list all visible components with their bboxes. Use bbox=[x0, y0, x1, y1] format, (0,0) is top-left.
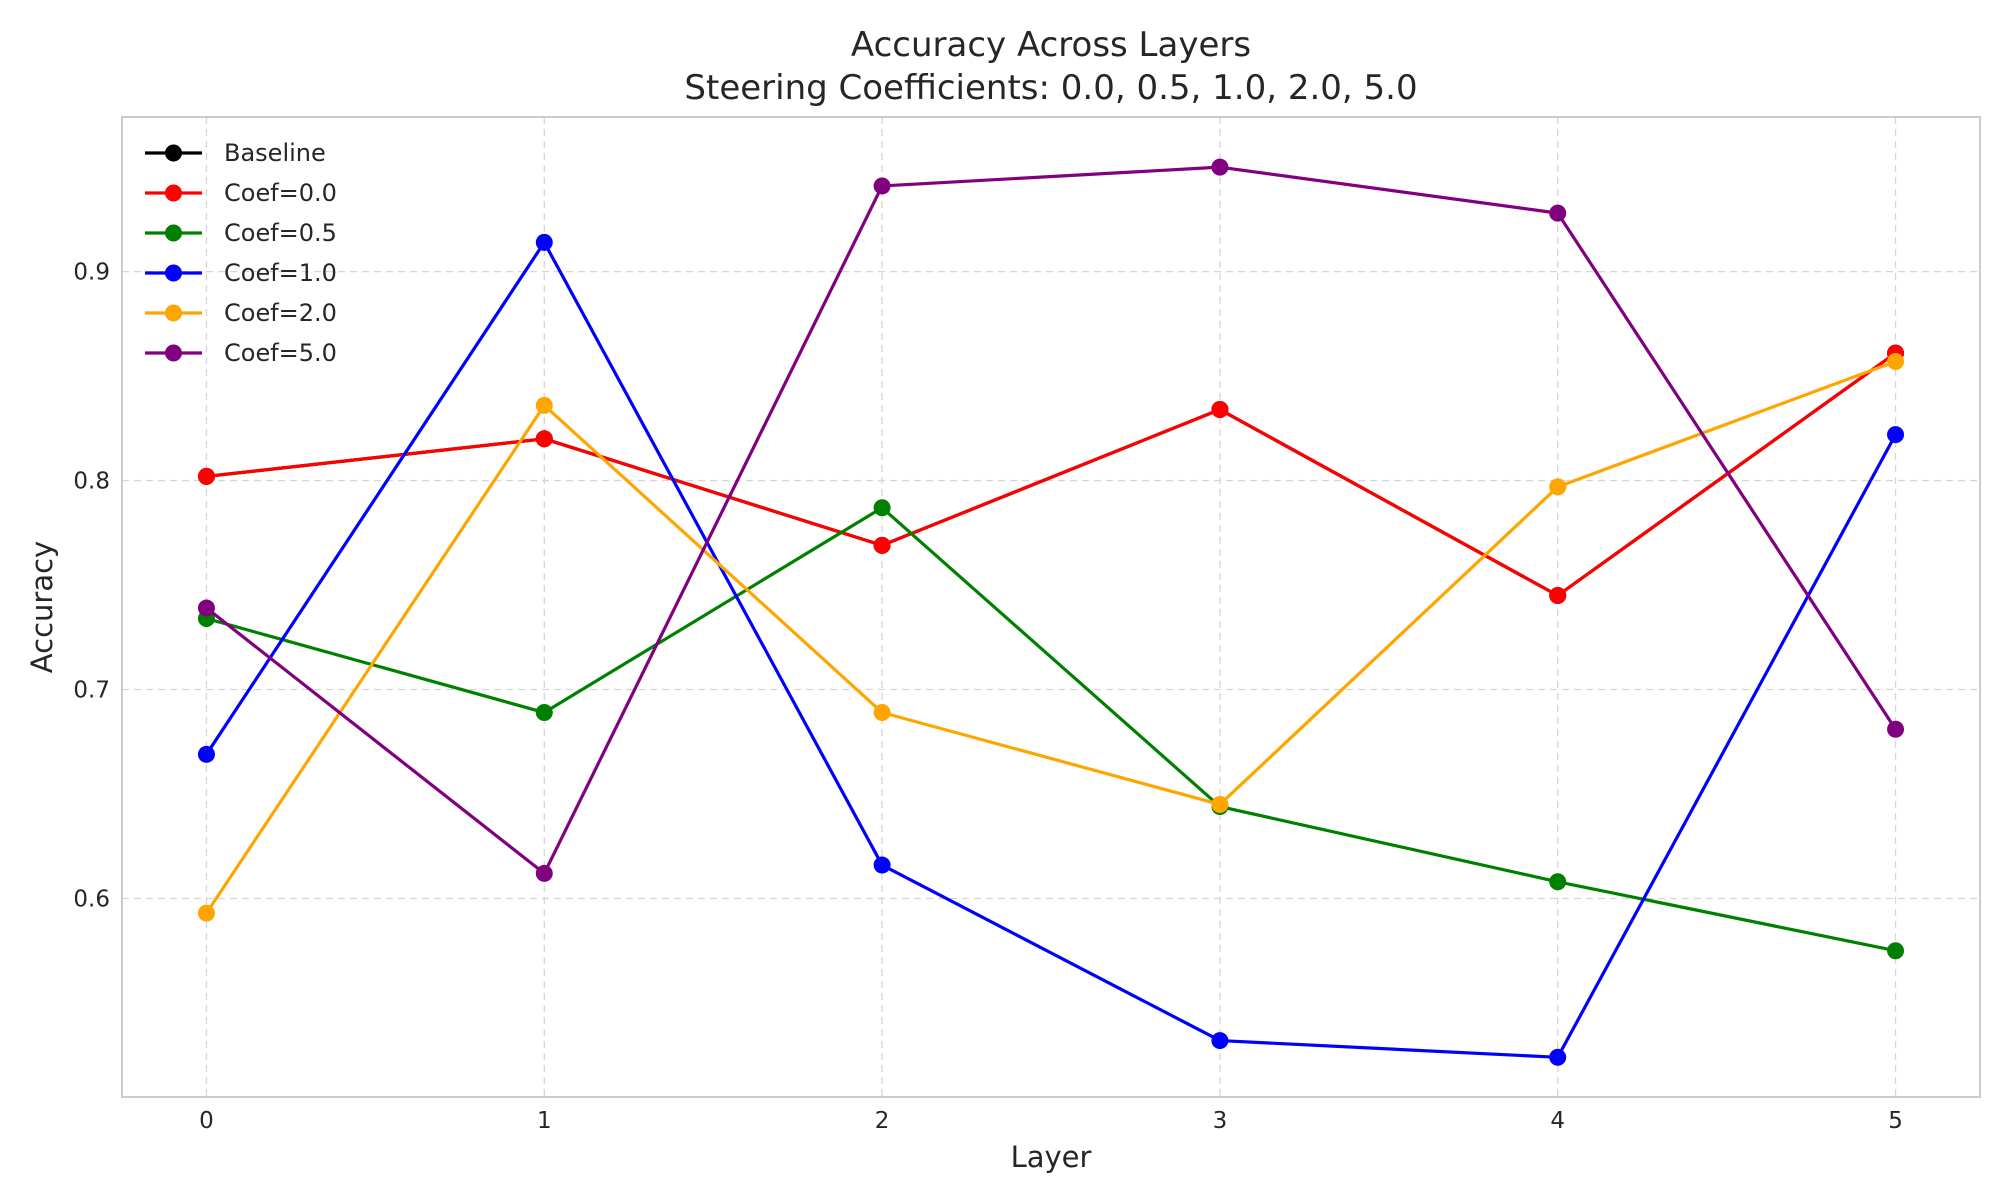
series-line bbox=[204, 240, 1898, 1059]
legend-label: Coef=0.0 bbox=[224, 179, 337, 207]
legend-marker bbox=[165, 184, 182, 202]
y-axis-label: Accuracy bbox=[25, 541, 59, 673]
legend-marker bbox=[165, 344, 182, 362]
legend-entry: Coef=0.0 bbox=[145, 179, 337, 207]
x-tick-label: 0 bbox=[199, 1108, 214, 1134]
legend-entry: Coef=5.0 bbox=[145, 339, 337, 367]
legend-entry: Baseline bbox=[145, 139, 326, 167]
series-coef-2-0 bbox=[197, 352, 1905, 922]
legend-marker bbox=[165, 144, 182, 162]
data-point bbox=[535, 430, 553, 448]
data-point bbox=[1211, 1032, 1229, 1050]
data-point bbox=[535, 704, 553, 722]
series-coef-1-0 bbox=[197, 233, 1905, 1066]
legend-label: Coef=2.0 bbox=[224, 299, 337, 327]
y-tick-label: 0.9 bbox=[73, 260, 110, 286]
x-tick-label: 1 bbox=[537, 1108, 552, 1134]
y-tick-label: 0.7 bbox=[73, 678, 110, 704]
x-tick-label: 2 bbox=[875, 1108, 890, 1134]
plot-frame bbox=[121, 116, 1981, 1098]
data-point bbox=[1887, 942, 1905, 960]
data-point bbox=[873, 704, 891, 722]
data-point bbox=[1549, 587, 1567, 605]
data-point bbox=[1211, 158, 1229, 176]
legend: Baseline Coef=0.0 Coef=0.5 Coef=1.0 Coef=2.0… bbox=[145, 139, 337, 367]
grid-lines bbox=[122, 117, 1980, 1097]
series-layer bbox=[197, 158, 1905, 1066]
legend-marker bbox=[165, 224, 182, 242]
legend-marker bbox=[165, 264, 182, 282]
series-coef-5-0 bbox=[197, 158, 1905, 882]
chart-subtitle: Steering Coefficients: 0.0, 0.5, 1.0, 2.… bbox=[684, 68, 1417, 108]
legend-label: Coef=5.0 bbox=[224, 339, 337, 367]
legend-entry: Coef=0.5 bbox=[145, 219, 337, 247]
data-point bbox=[197, 745, 215, 763]
x-tick-label: 3 bbox=[1213, 1108, 1228, 1134]
legend-entry: Coef=1.0 bbox=[145, 259, 337, 287]
y-tick-label: 0.6 bbox=[73, 886, 110, 912]
x-tick-labels: 0 1 2 3 4 5 bbox=[199, 1108, 1903, 1134]
legend-label: Coef=0.5 bbox=[224, 219, 337, 247]
series-line bbox=[204, 506, 1898, 953]
series-line bbox=[204, 359, 1898, 915]
data-point bbox=[535, 864, 553, 882]
data-point bbox=[197, 904, 215, 922]
data-point bbox=[873, 499, 891, 517]
legend-marker bbox=[165, 304, 182, 322]
series-line bbox=[204, 351, 1898, 598]
legend-label: Baseline bbox=[224, 139, 326, 167]
y-tick-labels: 0.6 0.7 0.8 0.9 bbox=[73, 260, 110, 913]
data-point bbox=[1887, 426, 1905, 444]
legend-label: Coef=1.0 bbox=[224, 259, 337, 287]
data-point bbox=[1549, 873, 1567, 891]
data-point bbox=[1549, 1048, 1567, 1066]
data-point bbox=[1549, 478, 1567, 496]
data-point bbox=[1211, 401, 1229, 419]
data-point bbox=[1887, 352, 1905, 370]
chart-title: Accuracy Across Layers bbox=[851, 25, 1251, 65]
data-point bbox=[873, 536, 891, 554]
data-point bbox=[873, 856, 891, 874]
data-point bbox=[197, 467, 215, 485]
data-point bbox=[1211, 795, 1229, 813]
data-point bbox=[535, 233, 553, 251]
data-point bbox=[1887, 720, 1905, 738]
series-line bbox=[204, 165, 1898, 876]
data-point bbox=[1549, 204, 1567, 222]
data-point bbox=[197, 599, 215, 617]
x-tick-label: 5 bbox=[1888, 1108, 1903, 1134]
x-axis-label: Layer bbox=[1011, 1140, 1092, 1174]
y-tick-label: 0.8 bbox=[73, 469, 110, 495]
data-point bbox=[873, 177, 891, 195]
legend-entry: Coef=2.0 bbox=[145, 299, 337, 327]
data-point bbox=[535, 396, 553, 414]
x-tick-label: 4 bbox=[1550, 1108, 1565, 1134]
